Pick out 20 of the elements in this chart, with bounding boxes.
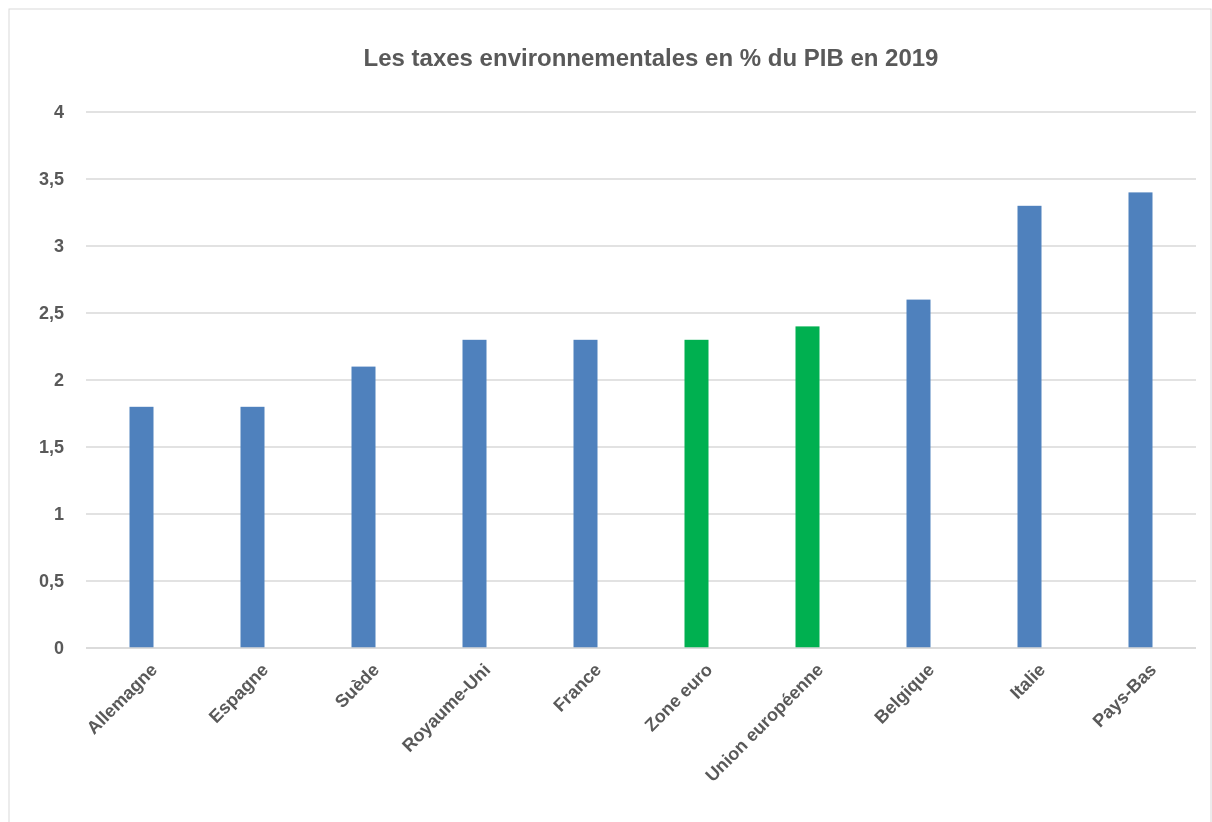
- y-tick-label: 3,5: [38, 169, 64, 190]
- y-tick-label: 4: [53, 102, 64, 123]
- bar: [1128, 192, 1153, 648]
- bar: [129, 406, 154, 648]
- chart-title: Les taxes environnementales en % du PIB en 2019: [363, 44, 939, 71]
- y-tick-label: 1: [53, 504, 64, 525]
- y-tick-label: 2,5: [38, 303, 64, 324]
- bar: [906, 299, 931, 648]
- bar: [462, 339, 487, 648]
- bar: [351, 366, 376, 648]
- bar: [240, 406, 265, 648]
- bar: [795, 326, 820, 648]
- bar: [1017, 205, 1042, 648]
- bar: [573, 339, 598, 648]
- y-tick-label: 0,5: [38, 571, 64, 592]
- y-tick-label: 1,5: [38, 437, 64, 458]
- bar: [684, 339, 709, 648]
- y-tick-label: 3: [53, 236, 64, 257]
- y-tick-label: 2: [53, 370, 64, 391]
- y-tick-label: 0: [53, 638, 64, 659]
